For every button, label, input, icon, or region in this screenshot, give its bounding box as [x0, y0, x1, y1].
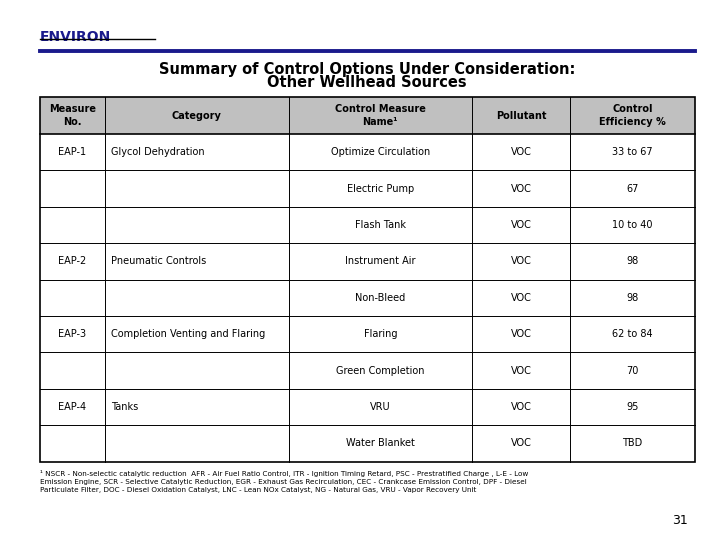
Text: VOC: VOC: [510, 329, 531, 339]
Text: EAP-2: EAP-2: [58, 256, 86, 266]
Text: Completion Venting and Flaring: Completion Venting and Flaring: [111, 329, 265, 339]
Text: Pneumatic Controls: Pneumatic Controls: [111, 256, 206, 266]
Text: ENVIRON: ENVIRON: [40, 30, 111, 44]
Text: 33 to 67: 33 to 67: [612, 147, 653, 157]
Text: Glycol Dehydration: Glycol Dehydration: [111, 147, 204, 157]
Text: Control Measure
Name¹: Control Measure Name¹: [335, 104, 426, 127]
Text: Tanks: Tanks: [111, 402, 138, 412]
Text: VOC: VOC: [510, 402, 531, 412]
Text: Other Wellhead Sources: Other Wellhead Sources: [267, 75, 467, 90]
Text: 31: 31: [672, 514, 688, 526]
Text: Non-Bleed: Non-Bleed: [355, 293, 405, 303]
Text: Measure
No.: Measure No.: [49, 104, 96, 127]
Text: EAP-4: EAP-4: [58, 402, 86, 412]
Text: VOC: VOC: [510, 184, 531, 193]
Text: Pollutant: Pollutant: [496, 111, 546, 120]
Text: VOC: VOC: [510, 220, 531, 230]
Text: ¹ NSCR - Non-selectic catalytic reduction  AFR - Air Fuel Ratio Control, ITR - I: ¹ NSCR - Non-selectic catalytic reductio…: [40, 470, 528, 493]
Text: EAP-3: EAP-3: [58, 329, 86, 339]
Text: 95: 95: [626, 402, 639, 412]
Text: 67: 67: [626, 184, 639, 193]
Text: TBD: TBD: [622, 438, 643, 449]
Text: Flash Tank: Flash Tank: [355, 220, 406, 230]
Text: Instrument Air: Instrument Air: [345, 256, 415, 266]
Text: 10 to 40: 10 to 40: [612, 220, 653, 230]
Text: 98: 98: [626, 293, 639, 303]
Text: Optimize Circulation: Optimize Circulation: [330, 147, 430, 157]
Text: 70: 70: [626, 366, 639, 376]
Text: Flaring: Flaring: [364, 329, 397, 339]
Text: VOC: VOC: [510, 366, 531, 376]
Text: VOC: VOC: [510, 256, 531, 266]
Text: 98: 98: [626, 256, 639, 266]
Text: Category: Category: [172, 111, 222, 120]
Text: VOC: VOC: [510, 293, 531, 303]
Text: VOC: VOC: [510, 438, 531, 449]
Text: Control
Efficiency %: Control Efficiency %: [599, 104, 666, 127]
Text: VRU: VRU: [370, 402, 391, 412]
Text: 62 to 84: 62 to 84: [612, 329, 653, 339]
Text: Summary of Control Options Under Consideration:: Summary of Control Options Under Conside…: [159, 62, 575, 77]
Text: Electric Pump: Electric Pump: [346, 184, 414, 193]
Text: VOC: VOC: [510, 147, 531, 157]
Text: EAP-1: EAP-1: [58, 147, 86, 157]
Text: Green Completion: Green Completion: [336, 366, 425, 376]
Text: Water Blanket: Water Blanket: [346, 438, 415, 449]
